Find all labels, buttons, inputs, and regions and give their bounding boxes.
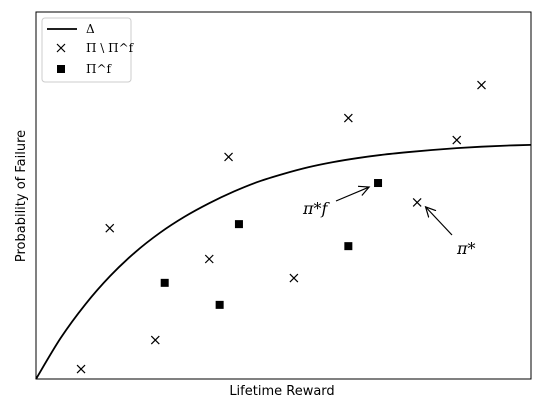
x-axis-label: Lifetime Reward xyxy=(229,384,334,399)
curve-group xyxy=(35,143,532,380)
annotation-label: π*f xyxy=(302,199,331,218)
plot-frame xyxy=(35,11,532,380)
cross-marker xyxy=(452,135,462,145)
cross-marker xyxy=(105,223,115,233)
y-axis-label: Probability of Failure xyxy=(14,130,29,262)
legend-label-delta: Δ xyxy=(86,22,95,36)
cross-marker xyxy=(150,335,160,345)
square-marker xyxy=(234,220,243,229)
square-marker xyxy=(160,278,169,287)
cross-marker xyxy=(224,152,233,162)
legend-label-pif: Π^f xyxy=(86,62,113,76)
cross-marker xyxy=(412,198,422,207)
annotation-arrow xyxy=(335,187,369,202)
annotations-group: π*f π* xyxy=(302,187,476,258)
square-marker xyxy=(215,300,224,309)
cross-marker xyxy=(289,273,299,283)
legend-label-pi-minus-pif: Π \ Π^f xyxy=(86,41,135,55)
cross-marker xyxy=(343,113,353,123)
legend-square-swatch xyxy=(57,65,65,73)
legend: Δ Π \ Π^f Π^f xyxy=(41,17,135,83)
square-marker xyxy=(374,179,383,188)
square-marker xyxy=(344,242,353,251)
cross-marker xyxy=(477,80,486,90)
legend-cross-swatch xyxy=(56,43,66,53)
annotation-arrow xyxy=(426,207,453,236)
cross-marker xyxy=(76,364,86,374)
points-group xyxy=(76,80,486,374)
annotation-label: π* xyxy=(456,239,476,258)
cross-marker xyxy=(204,254,214,264)
delta-curve xyxy=(35,143,532,380)
